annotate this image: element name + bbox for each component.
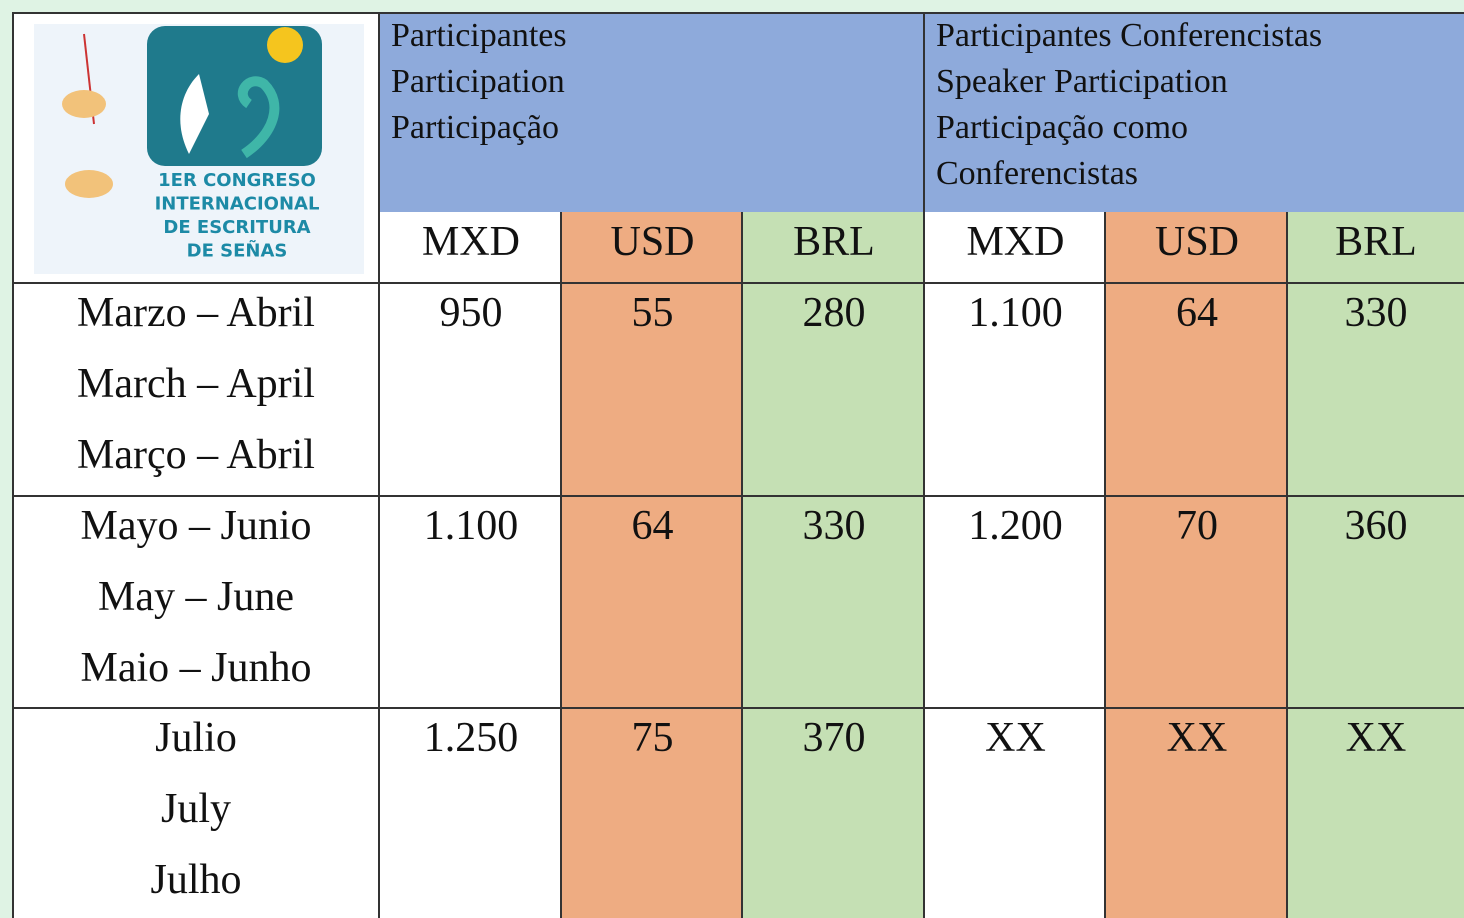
price: 55	[562, 286, 743, 340]
logo-text: DE ESCRITURA	[163, 217, 310, 238]
currency-header: BRL	[1288, 215, 1464, 269]
period-label: Mayo – Junio	[12, 499, 380, 553]
logo-hand-left	[62, 90, 106, 118]
price: 70	[1106, 499, 1288, 553]
logo-hand-left	[65, 170, 113, 198]
period-label: Julho	[12, 853, 380, 907]
logo-text: 1ER CONGRESO	[158, 170, 316, 191]
currency-header: MXD	[380, 215, 562, 269]
price: 950	[380, 286, 562, 340]
period-label: Maio – Junho	[12, 641, 380, 695]
period-label: Marzo – Abril	[12, 286, 380, 340]
price: XX	[1288, 711, 1464, 765]
currency-header: BRL	[743, 215, 925, 269]
price: XX	[925, 711, 1106, 765]
group-header-text: Conferencistas	[936, 152, 1138, 196]
group-header-text: Participação como	[936, 106, 1188, 150]
price: 75	[562, 711, 743, 765]
period-label: Março – Abril	[12, 428, 380, 482]
group-header-text: Participation	[391, 60, 565, 104]
price: 64	[562, 499, 743, 553]
period-label: July	[12, 782, 380, 836]
page: 1ER CONGRESO INTERNACIONALDE ESCRITURADE …	[0, 0, 1464, 918]
logo-text: DE SEÑAS	[187, 239, 288, 262]
period-label: Julio	[12, 711, 380, 765]
logo-sun	[267, 27, 303, 63]
period-label: March – April	[12, 357, 380, 411]
price: 64	[1106, 286, 1288, 340]
price: 330	[1288, 286, 1464, 340]
price: 370	[743, 711, 925, 765]
currency-header: MXD	[925, 215, 1106, 269]
logo-text: INTERNACIONAL	[155, 194, 320, 215]
price: 1.250	[380, 711, 562, 765]
price: XX	[1106, 711, 1288, 765]
price: 1.100	[380, 499, 562, 553]
currency-header: USD	[562, 215, 743, 269]
currency-header: USD	[1106, 215, 1288, 269]
group-header-text: Participantes Conferencistas	[936, 14, 1322, 58]
group-header-text: Speaker Participation	[936, 60, 1228, 104]
price: 280	[743, 286, 925, 340]
group-header-text: Participantes	[391, 14, 567, 58]
price: 1.200	[925, 499, 1106, 553]
price: 360	[1288, 499, 1464, 553]
price: 1.100	[925, 286, 1106, 340]
group-header-text: Participação	[391, 106, 559, 150]
price: 330	[743, 499, 925, 553]
period-label: May – June	[12, 570, 380, 624]
